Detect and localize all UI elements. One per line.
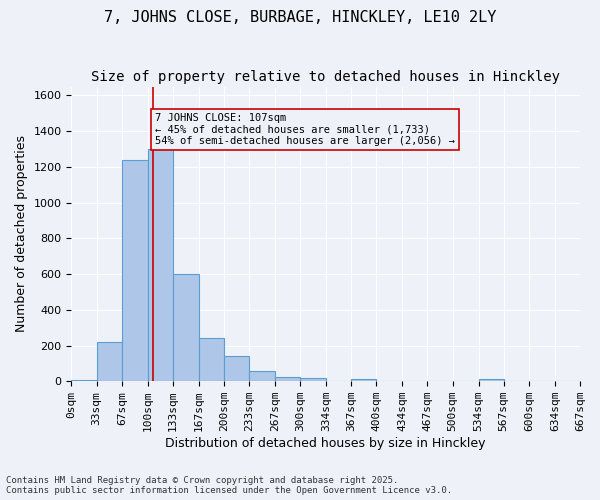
X-axis label: Distribution of detached houses by size in Hinckley: Distribution of detached houses by size … <box>166 437 486 450</box>
Bar <box>300 378 326 381</box>
Bar <box>97 342 122 381</box>
Y-axis label: Number of detached properties: Number of detached properties <box>15 136 28 332</box>
Title: Size of property relative to detached houses in Hinckley: Size of property relative to detached ho… <box>91 70 560 84</box>
Bar <box>122 160 148 381</box>
Bar <box>148 149 173 381</box>
Bar <box>351 378 376 381</box>
Bar <box>224 356 249 381</box>
Text: Contains HM Land Registry data © Crown copyright and database right 2025.
Contai: Contains HM Land Registry data © Crown c… <box>6 476 452 495</box>
Bar <box>275 377 300 381</box>
Bar <box>249 372 275 381</box>
Text: 7, JOHNS CLOSE, BURBAGE, HINCKLEY, LE10 2LY: 7, JOHNS CLOSE, BURBAGE, HINCKLEY, LE10 … <box>104 10 496 25</box>
Bar <box>173 274 199 381</box>
Text: 7 JOHNS CLOSE: 107sqm
← 45% of detached houses are smaller (1,733)
54% of semi-d: 7 JOHNS CLOSE: 107sqm ← 45% of detached … <box>155 113 455 146</box>
Bar <box>71 380 97 381</box>
Bar <box>199 338 224 381</box>
Bar <box>479 380 504 381</box>
